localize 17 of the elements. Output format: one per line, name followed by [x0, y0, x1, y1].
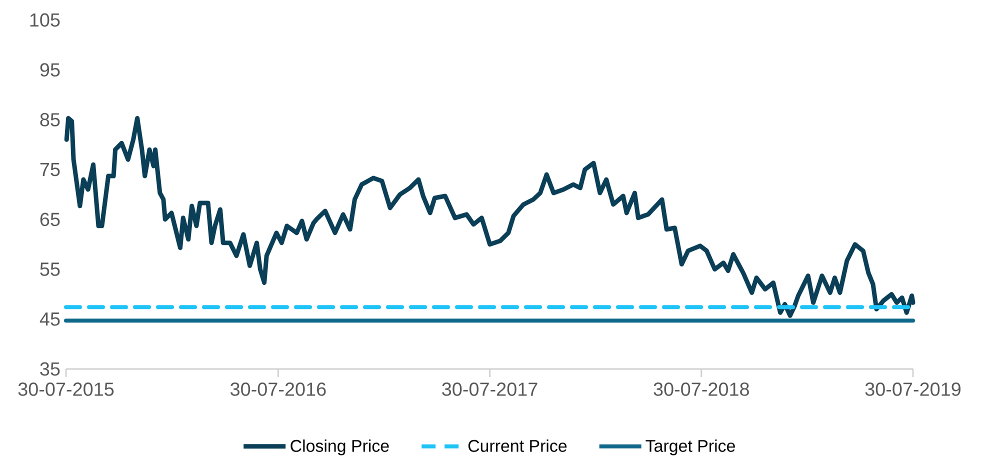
y-tick-label: 55	[40, 262, 60, 276]
legend-label: Current Price	[468, 439, 567, 452]
x-tick-label: 30-07-2017	[442, 382, 538, 396]
y-tick-label: 105	[30, 13, 60, 27]
y-tick-label: 85	[40, 113, 60, 126]
x-tick-label: 30-07-2015	[18, 382, 114, 396]
x-tick-label: 30-07-2019	[865, 382, 960, 396]
y-tick-label: 65	[40, 212, 60, 226]
legend-label: Closing Price	[290, 439, 389, 456]
y-tick-label: 75	[40, 162, 60, 176]
x-tick-label: 30-07-2018	[654, 382, 749, 396]
legend-label: Target Price	[646, 439, 735, 456]
y-tick-label: 45	[40, 312, 60, 326]
x-tick-label: 30-07-2016	[230, 382, 326, 396]
line-series	[64, 116, 916, 318]
y-tick-label: 95	[40, 63, 60, 77]
y-tick-label: 35	[40, 362, 60, 376]
